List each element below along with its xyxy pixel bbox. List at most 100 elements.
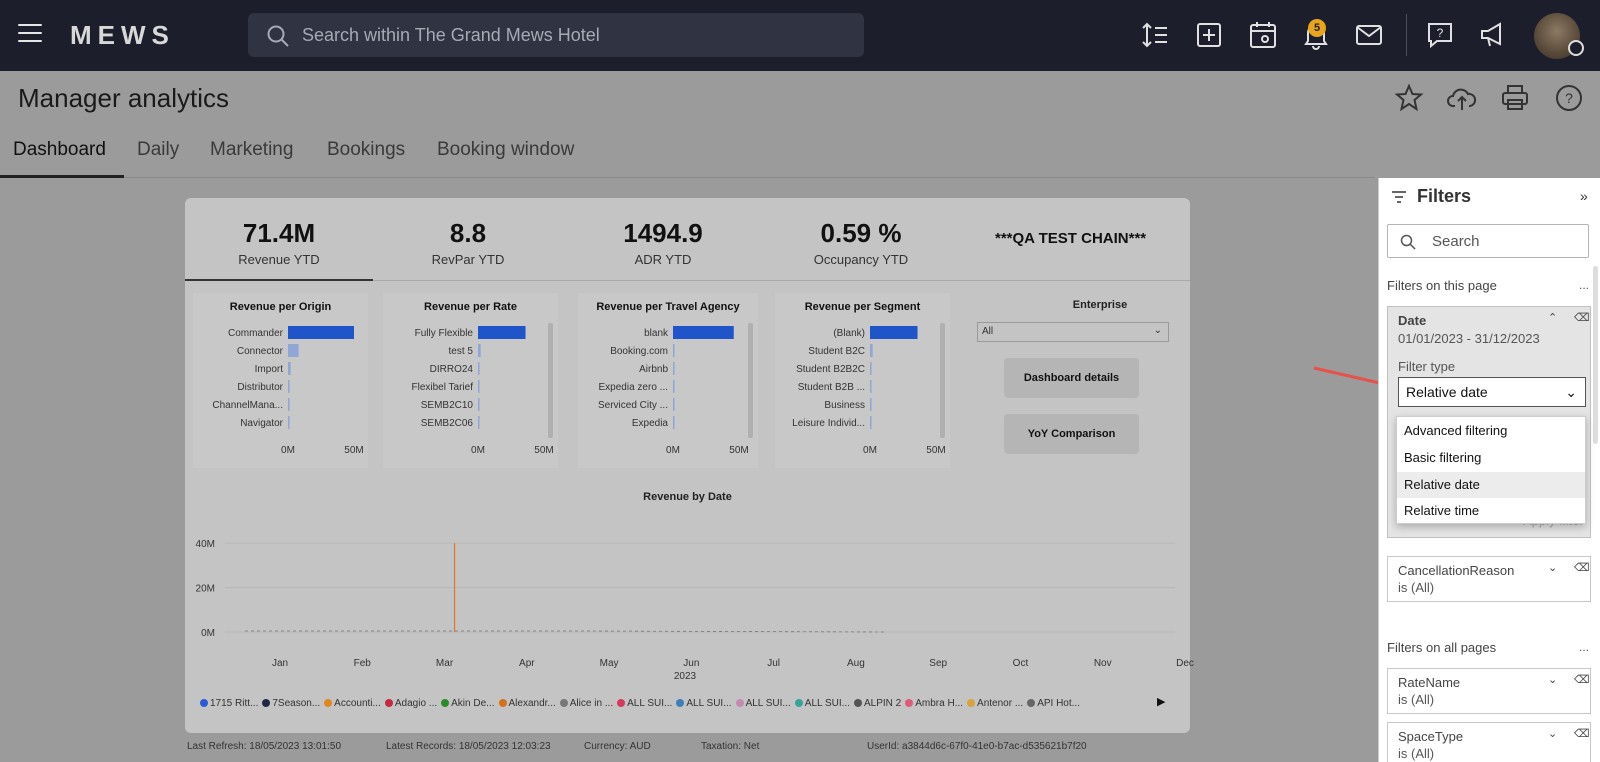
svg-text:?: ? [1565, 90, 1573, 106]
filter-card-cancellation-reason[interactable]: CancellationReason ⌄ ⌫ is (All) [1387, 556, 1591, 602]
category-label: Import [255, 364, 284, 375]
tick-label: 0M [863, 445, 877, 456]
bar [288, 326, 354, 339]
legend-item[interactable]: Adagio ... [384, 698, 438, 709]
tab-marketing[interactable]: Marketing [210, 139, 294, 160]
y-tick-label: 40M [196, 539, 215, 550]
x-tick-label: Sep [929, 658, 947, 669]
category-label: Navigator [240, 418, 283, 429]
bar [870, 362, 872, 375]
legend-item[interactable]: Akin De... [441, 698, 495, 709]
enterprise-select[interactable]: All ⌄ [977, 322, 1169, 342]
legend-label: ALPIN 2 [864, 698, 902, 709]
legend-item[interactable]: ALL SUI... [794, 698, 850, 709]
legend-item[interactable]: 1715 Ritt... [200, 698, 258, 709]
bar [673, 380, 675, 393]
legend-marker [498, 699, 507, 707]
chevron-up-icon[interactable]: ⌃ [1548, 312, 1558, 324]
filters-search-input[interactable]: Search [1387, 224, 1589, 258]
global-search-input[interactable]: Search within The Grand Mews Hotel [248, 13, 864, 57]
tab-daily[interactable]: Daily [137, 139, 180, 160]
legend-item[interactable]: 7Season... [262, 698, 320, 709]
chart-revenue-per-segment[interactable]: Revenue per Segment (Blank) Student B2C St… [775, 293, 950, 468]
sort-icon[interactable] [1140, 20, 1172, 52]
menu-icon[interactable] [18, 24, 42, 44]
tick-label: 50M [729, 445, 748, 456]
bar [870, 416, 872, 429]
filter-type-label: Filter type [1398, 359, 1456, 374]
category-label: Business [824, 400, 865, 411]
legend-item[interactable]: Alice in ... [559, 698, 613, 709]
dropdown-option-basic-filtering[interactable]: Basic filtering [1404, 450, 1482, 465]
print-icon[interactable] [1500, 83, 1532, 115]
legend-marker [384, 699, 393, 707]
mews-logo[interactable]: MEWS [70, 20, 175, 50]
tab-bookings[interactable]: Bookings [327, 139, 406, 160]
legend-marker [676, 699, 685, 707]
filter-type-select[interactable]: Relative date ⌄ [1398, 377, 1586, 407]
eraser-icon[interactable]: ⌫ [1574, 674, 1590, 686]
legend-marker [854, 699, 862, 707]
announcement-icon[interactable] [1478, 20, 1510, 52]
tab-dashboard[interactable]: Dashboard [13, 139, 106, 160]
add-icon[interactable] [1194, 20, 1226, 52]
filters-scrollbar[interactable] [1593, 266, 1598, 444]
category-label: SEMB2C10 [421, 400, 474, 411]
dropdown-option-relative-date[interactable]: Relative date [1397, 472, 1585, 498]
mail-icon[interactable] [1354, 20, 1386, 52]
chevron-down-icon[interactable]: ⌄ [1548, 728, 1558, 740]
help-chat-icon[interactable]: ? [1425, 20, 1457, 52]
eraser-icon[interactable]: ⌫ [1574, 312, 1590, 324]
bar [288, 344, 299, 357]
chevron-down-icon[interactable]: ⌄ [1548, 674, 1558, 686]
legend-marker [559, 699, 568, 707]
more-options-icon[interactable]: ... [1579, 278, 1590, 292]
dropdown-option-relative-time[interactable]: Relative time [1404, 503, 1480, 518]
eraser-icon[interactable]: ⌫ [1574, 728, 1590, 740]
tab-bar: Dashboard Daily Marketing Bookings Booki… [0, 134, 1375, 178]
tab-booking-window[interactable]: Booking window [437, 139, 575, 160]
more-options-icon[interactable]: ... [1579, 640, 1590, 654]
chevron-down-icon[interactable]: ⌄ [1548, 562, 1558, 574]
filter-card-rate-name[interactable]: RateName ⌄ ⌫ is (All) [1387, 668, 1591, 714]
chevron-down-icon: ⌄ [1565, 384, 1577, 400]
legend-item[interactable]: Antenor ... [967, 698, 1023, 709]
category-label: Leisure Individ... [792, 418, 865, 429]
calendar-view-icon[interactable] [1248, 20, 1280, 52]
legend-item[interactable]: ALL SUI... [735, 698, 791, 709]
category-label: Expedia zero ... [599, 382, 668, 393]
status-currency: Currency: AUD [584, 741, 651, 752]
legend-item[interactable]: Ambra H... [905, 698, 963, 709]
legend-item[interactable]: Alexandr... [498, 698, 556, 709]
legend-next-icon[interactable]: ▶ [1157, 696, 1166, 708]
legend-item[interactable]: API Hot... [1027, 698, 1080, 709]
dropdown-option-advanced-filtering[interactable]: Advanced filtering [1404, 423, 1508, 438]
chart-revenue-per-origin[interactable]: Revenue per Origin Commander Connector Imp… [193, 293, 368, 468]
x-tick-label: Jan [272, 658, 288, 669]
legend-marker [441, 699, 450, 707]
star-icon[interactable] [1394, 83, 1426, 115]
x-tick-label: Feb [354, 658, 372, 669]
eraser-icon[interactable]: ⌫ [1574, 562, 1590, 574]
collapse-pane-icon[interactable]: » [1580, 188, 1588, 204]
legend-label: Adagio ... [394, 698, 438, 709]
bar [478, 380, 480, 393]
legend-item[interactable]: ALPIN 2 [854, 698, 901, 709]
x-tick-label: Oct [1013, 658, 1029, 669]
legend-item[interactable]: Accounti... [324, 698, 381, 709]
filter-card-space-type[interactable]: SpaceType ⌄ ⌫ is (All) [1387, 722, 1591, 762]
dashboard-details-button[interactable]: Dashboard details [1004, 358, 1139, 398]
x-tick-label: Mar [436, 658, 454, 669]
x-tick-label: Jun [683, 658, 699, 669]
chart-revenue-per-travel-agency[interactable]: Revenue per Travel Agency blank Booking.c… [578, 293, 758, 468]
x-tick-label: Dec [1176, 658, 1194, 669]
cloud-upload-icon[interactable] [1447, 83, 1479, 115]
help-icon[interactable]: ? [1554, 83, 1586, 115]
legend-item[interactable]: ALL SUI... [676, 698, 732, 709]
yoy-comparison-button[interactable]: YoY Comparison [1004, 414, 1139, 454]
filter-type-dropdown: Advanced filtering Basic filtering Relat… [1396, 416, 1586, 524]
bar [478, 398, 480, 411]
legend-item[interactable]: ALL SUI... [617, 698, 672, 709]
chart-revenue-per-rate[interactable]: Revenue per Rate Fully Flexible test 5 DIR… [383, 293, 558, 468]
y-tick-label: 20M [196, 584, 215, 595]
